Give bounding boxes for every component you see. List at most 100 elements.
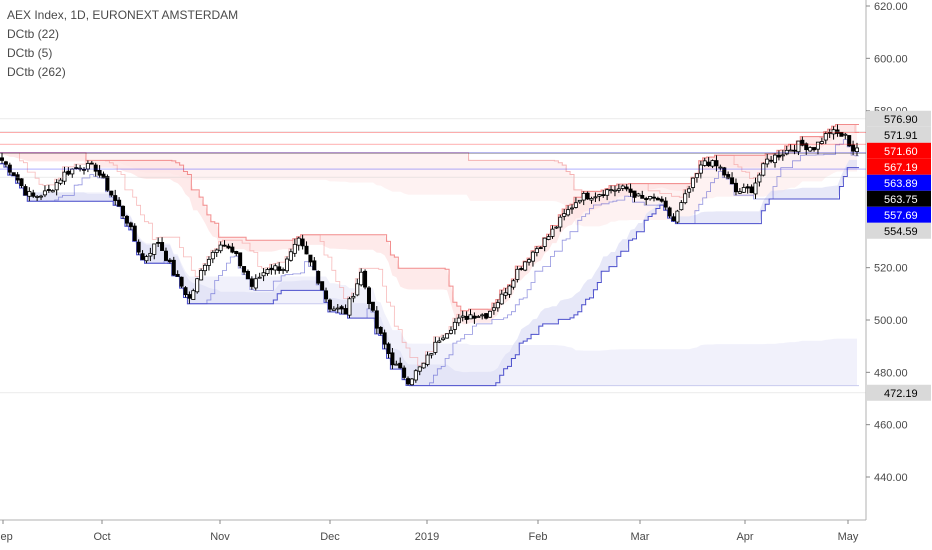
candle-body <box>0 157 4 161</box>
candle-body <box>718 166 723 169</box>
candle-body <box>530 251 535 262</box>
x-tick-label: Mar <box>631 531 650 543</box>
candle-body <box>694 173 699 178</box>
candle-body <box>433 341 438 353</box>
candle-body <box>804 143 809 151</box>
candle-body <box>187 294 192 299</box>
candle-body <box>265 269 270 274</box>
candle-body <box>238 252 243 267</box>
candle-body <box>70 168 75 175</box>
candle-body <box>632 190 637 198</box>
candle-body <box>667 207 672 217</box>
candle-body <box>179 276 184 287</box>
candle-body <box>253 278 258 289</box>
candle-body <box>792 149 797 152</box>
candle-body <box>398 362 403 369</box>
candle-body <box>210 251 215 260</box>
candle-body <box>242 266 247 273</box>
candle-body <box>191 290 196 300</box>
candle-body <box>89 162 94 165</box>
donchian-5-band <box>0 124 859 386</box>
candle-body <box>27 191 32 197</box>
candle-body <box>468 314 473 320</box>
price-tag-bg <box>867 206 931 223</box>
candle-body <box>183 287 188 295</box>
x-tick-label: Dec <box>320 531 340 543</box>
candle-body <box>534 248 539 253</box>
candle-body <box>722 167 727 176</box>
candle-body <box>749 186 754 194</box>
price-tag-label: 576.90 <box>884 114 918 126</box>
candle-body <box>421 362 426 369</box>
candle-body <box>128 222 133 227</box>
candle-body <box>320 281 325 291</box>
candle-body <box>378 326 383 334</box>
candle-body <box>284 258 289 272</box>
axes: 620.00600.00580.00520.00500.00480.00460.… <box>0 0 908 543</box>
candle-body <box>601 194 606 197</box>
candle-body <box>93 164 98 172</box>
price-tag-label: 571.60 <box>884 146 918 158</box>
candle-body <box>35 196 40 198</box>
candle-body <box>659 198 664 202</box>
candle-body <box>390 352 395 366</box>
candle-body <box>784 149 789 155</box>
candle-body <box>491 307 496 311</box>
candle-body <box>50 190 55 193</box>
candle-body <box>23 186 28 196</box>
candle-body <box>769 159 774 162</box>
candle-body <box>773 154 778 164</box>
candle-body <box>480 314 485 317</box>
candle-body <box>819 141 824 144</box>
price-tag-label: 557.69 <box>884 210 918 222</box>
candle-body <box>152 243 157 255</box>
candle-body <box>464 315 469 320</box>
candle-body <box>140 253 145 260</box>
price-tag-label: 567.19 <box>884 162 918 174</box>
price-tag-label: 571.91 <box>884 130 918 142</box>
candle-body <box>503 292 508 296</box>
candle-body <box>683 193 688 204</box>
candle-body <box>609 189 614 192</box>
price-tag-bg <box>867 110 931 127</box>
candle-body <box>714 160 719 167</box>
candle-body <box>808 147 813 152</box>
candle-body <box>245 270 250 280</box>
candle-body <box>257 276 262 279</box>
candle-body <box>796 140 801 153</box>
price-tag-bg <box>867 384 931 401</box>
candle-body <box>214 249 219 253</box>
candle-body <box>203 264 208 272</box>
candle-body <box>452 321 457 330</box>
candle-body <box>226 245 231 249</box>
candle-body <box>167 259 172 263</box>
candle-body <box>304 245 309 255</box>
price-tag-bg <box>867 126 931 143</box>
x-tick-label: 2019 <box>415 531 439 543</box>
candle-body <box>11 172 16 176</box>
candle-body <box>163 250 168 261</box>
candle-body <box>42 190 47 196</box>
candle-body <box>558 216 563 228</box>
candle-body <box>765 158 770 165</box>
candle-body <box>554 226 559 229</box>
candle-body <box>585 192 590 200</box>
candle-body <box>515 268 520 280</box>
candle-body <box>343 308 348 315</box>
candle-body <box>316 270 321 284</box>
candle-body <box>206 258 211 266</box>
candle-body <box>269 267 274 271</box>
candle-body <box>593 196 598 199</box>
candle-body <box>815 141 820 150</box>
candle-body <box>351 295 356 299</box>
price-tags: 576.90 571.91 571.60 567.19 563.89 563.75 557.… <box>0 110 931 401</box>
candle-body <box>292 243 297 254</box>
candle-body <box>847 135 852 147</box>
candle-body <box>386 343 391 355</box>
candle-body <box>374 310 379 329</box>
candle-body <box>160 242 165 251</box>
price-tag-bg <box>867 142 931 159</box>
candle-body <box>54 182 59 191</box>
candle-body <box>655 197 660 201</box>
